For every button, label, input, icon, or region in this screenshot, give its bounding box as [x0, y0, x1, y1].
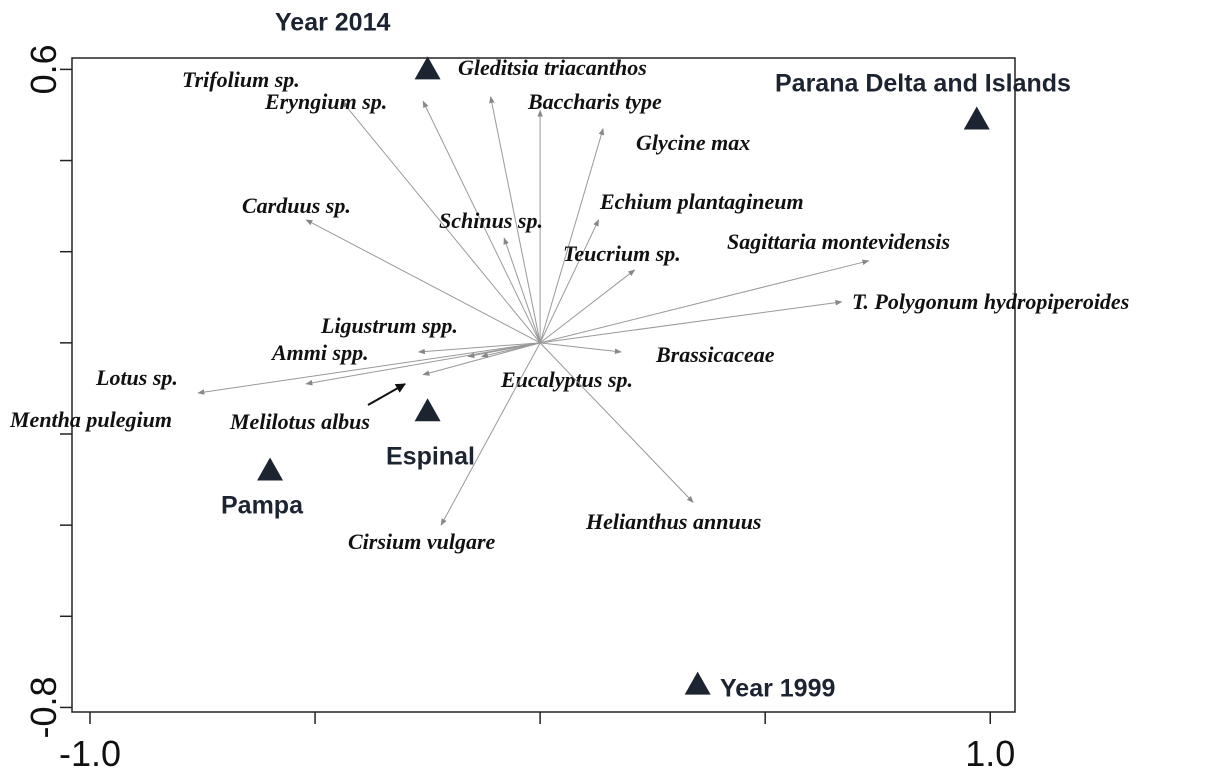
species-arrow — [539, 219, 600, 344]
species-arrow — [341, 100, 541, 344]
species-arrow — [489, 96, 541, 343]
species-label: Carduus sp. — [242, 193, 351, 218]
species-label: Eucalyptus sp. — [500, 367, 633, 392]
species-label: Ligustrum spp. — [320, 313, 458, 338]
species-label: Echium plantagineum — [599, 189, 804, 214]
species-arrow — [422, 342, 541, 376]
species-label: Melilotus albus — [229, 409, 370, 434]
site-point — [414, 398, 441, 422]
species-label: Baccharis type — [527, 89, 662, 114]
site-label: Year 1999 — [720, 675, 835, 703]
site-point — [963, 106, 990, 130]
species-label: Teucrium sp. — [563, 241, 681, 266]
site-point — [257, 457, 284, 481]
species-arrow — [417, 342, 541, 355]
site-point — [414, 56, 441, 80]
y-tick-label: 0.6 — [23, 44, 64, 94]
species-arrow — [540, 259, 870, 344]
species-label: Mentha pulegium — [9, 407, 172, 432]
species-arrow — [480, 342, 541, 358]
species-label: Lotus sp. — [95, 365, 178, 390]
species-arrow — [540, 342, 622, 355]
site-label: Parana Delta and Islands — [775, 70, 1071, 98]
species-arrow — [539, 127, 605, 343]
site-label: Espinal — [386, 443, 475, 471]
species-arrow — [503, 237, 541, 344]
species-arrow — [540, 299, 843, 344]
species-label: T. Polygonum hydropiperoides — [852, 289, 1129, 314]
label-pointer — [367, 383, 406, 406]
species-label: Gleditsia triacanthos — [458, 55, 647, 80]
y-tick-label: -0.8 — [23, 676, 64, 738]
species-arrow — [422, 100, 541, 344]
species-label: Trifolium sp. — [182, 67, 300, 92]
species-arrow — [305, 219, 541, 344]
species-label: Brassicaceae — [655, 342, 775, 367]
species-label: Eryngium sp. — [264, 89, 387, 114]
species-label: Schinus sp. — [439, 208, 543, 233]
species-label: Cirsium vulgare — [348, 529, 496, 554]
species-arrow — [467, 342, 541, 359]
site-label: Pampa — [221, 492, 304, 520]
species-arrow — [539, 269, 636, 344]
site-label: Year 2014 — [275, 9, 390, 37]
species-label: Helianthus annuus — [585, 509, 761, 534]
x-tick-label: 1.0 — [965, 733, 1015, 774]
x-tick-label: -1.0 — [59, 733, 121, 774]
species-label: Sagittaria montevidensis — [727, 229, 950, 254]
plot-frame — [71, 57, 1016, 713]
species-arrow — [197, 342, 541, 395]
species-label: Glycine max — [636, 130, 750, 155]
site-point — [684, 671, 711, 695]
species-label: Ammi spp. — [270, 340, 369, 365]
species-arrow — [539, 342, 694, 503]
species-arrow — [305, 342, 541, 386]
species-arrow — [440, 342, 541, 526]
